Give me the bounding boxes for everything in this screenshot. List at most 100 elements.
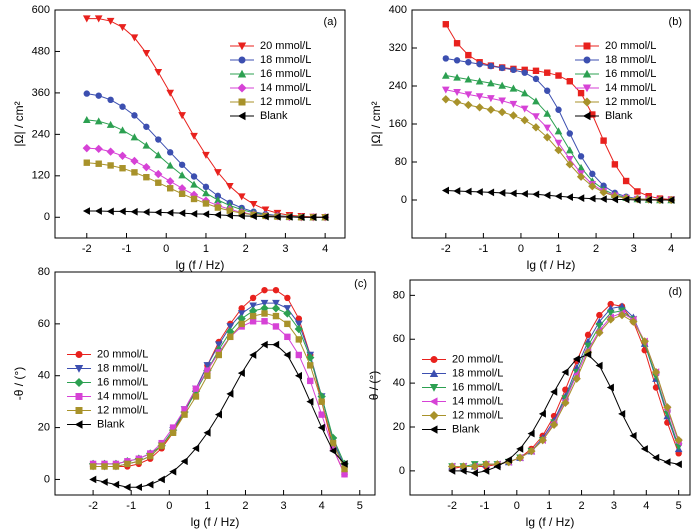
marker xyxy=(74,377,84,388)
marker xyxy=(214,341,223,349)
marker xyxy=(106,120,115,128)
x-tick-label: 3 xyxy=(631,243,637,255)
marker xyxy=(606,309,615,317)
marker xyxy=(652,384,660,391)
marker xyxy=(227,333,234,341)
marker xyxy=(596,311,603,319)
marker xyxy=(214,192,222,200)
marker xyxy=(181,411,188,418)
marker xyxy=(158,442,165,449)
marker xyxy=(532,97,540,105)
marker xyxy=(453,88,461,97)
marker xyxy=(249,302,257,310)
marker xyxy=(577,194,585,202)
x-axis-label: lg (f / Hz) xyxy=(176,258,225,272)
y-axis-label: -θ / (°) xyxy=(12,367,26,400)
marker xyxy=(589,170,596,178)
marker xyxy=(226,323,235,331)
marker xyxy=(89,475,97,484)
marker xyxy=(441,95,450,104)
marker xyxy=(504,456,512,464)
marker xyxy=(520,116,529,125)
y-tick-label: 120 xyxy=(32,170,50,182)
marker xyxy=(531,123,541,132)
marker xyxy=(225,182,234,191)
marker xyxy=(582,111,591,121)
marker xyxy=(89,463,97,470)
x-axis-label: lg (f / Hz) xyxy=(526,515,575,529)
marker xyxy=(130,133,139,141)
marker xyxy=(543,124,552,132)
marker xyxy=(543,191,551,200)
x-tick-label: -2 xyxy=(447,500,457,512)
marker xyxy=(214,211,222,219)
marker xyxy=(192,444,200,453)
marker xyxy=(249,212,257,221)
marker xyxy=(561,368,569,376)
marker xyxy=(294,324,303,334)
legend-label: 12 mmol/L xyxy=(260,96,311,108)
marker xyxy=(493,462,501,471)
legend-label: 20 mmol/L xyxy=(452,353,503,365)
y-tick-label: 20 xyxy=(38,421,50,433)
legend-label: 18 mmol/L xyxy=(260,54,311,66)
marker xyxy=(429,369,439,378)
marker xyxy=(119,165,126,172)
marker xyxy=(576,172,586,181)
marker xyxy=(340,460,348,468)
marker xyxy=(441,71,450,79)
marker xyxy=(566,78,573,85)
marker xyxy=(131,169,138,176)
marker xyxy=(663,458,671,466)
marker xyxy=(652,453,660,462)
marker xyxy=(481,460,491,469)
x-tick-label: 4 xyxy=(322,243,328,255)
marker xyxy=(470,469,478,477)
marker xyxy=(321,213,329,222)
panel-label: (b) xyxy=(669,16,682,28)
marker xyxy=(249,351,257,359)
marker xyxy=(101,463,108,470)
marker xyxy=(142,49,151,58)
marker xyxy=(509,100,518,108)
x-tick-label: 3 xyxy=(611,500,617,512)
marker xyxy=(588,182,597,191)
marker xyxy=(178,112,186,120)
marker xyxy=(295,336,303,343)
x-tick-label: 2 xyxy=(578,500,584,512)
y-tick-label: 320 xyxy=(389,42,407,54)
marker xyxy=(453,57,461,64)
marker xyxy=(106,147,115,156)
marker xyxy=(166,208,174,217)
marker xyxy=(565,146,574,154)
y-tick-label: 40 xyxy=(38,370,50,382)
marker xyxy=(260,340,268,349)
marker xyxy=(119,103,126,110)
marker xyxy=(118,24,127,32)
marker xyxy=(520,105,529,113)
x-axis-label: lg (f / Hz) xyxy=(527,258,576,272)
marker xyxy=(429,397,438,406)
marker xyxy=(272,323,280,330)
y-tick-label: 0 xyxy=(401,194,407,206)
marker xyxy=(565,155,574,163)
marker xyxy=(169,467,177,476)
marker xyxy=(177,184,187,193)
marker xyxy=(572,374,581,383)
marker xyxy=(237,42,247,51)
marker xyxy=(565,160,574,169)
marker xyxy=(487,188,495,197)
marker xyxy=(595,328,604,337)
marker xyxy=(82,144,91,153)
marker xyxy=(118,151,127,160)
marker xyxy=(283,305,292,313)
marker xyxy=(476,60,483,68)
marker xyxy=(510,66,517,74)
y-tick-label: 80 xyxy=(393,289,405,301)
marker xyxy=(82,15,91,23)
marker xyxy=(226,207,233,214)
marker xyxy=(309,213,317,222)
marker xyxy=(272,312,280,320)
marker xyxy=(237,310,246,318)
